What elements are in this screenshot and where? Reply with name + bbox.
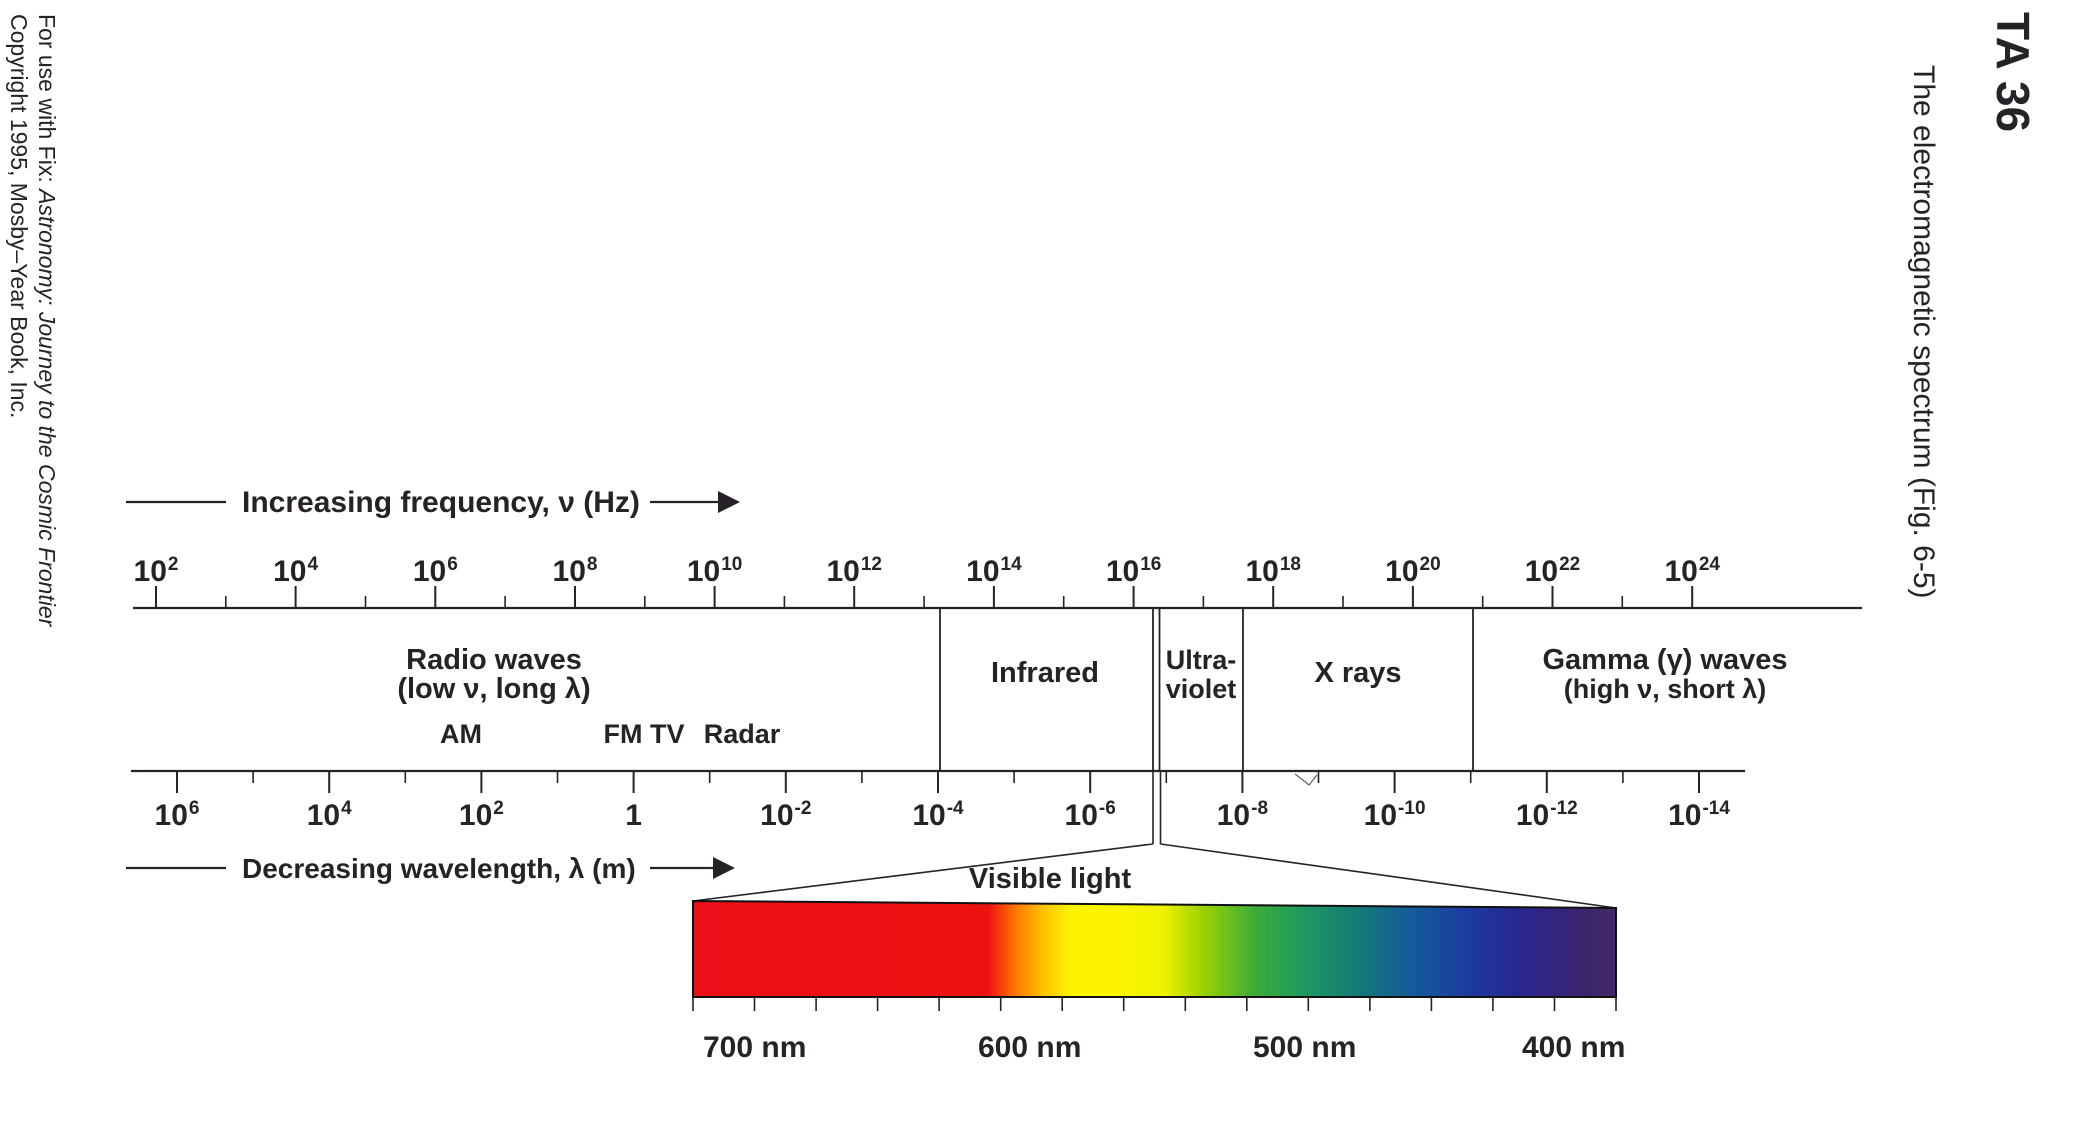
svg-text:1: 1	[625, 799, 642, 832]
svg-text:1016: 1016	[1106, 554, 1162, 588]
svg-text:FM TV: FM TV	[604, 719, 685, 749]
svg-text:Decreasing wavelength, λ (m): Decreasing wavelength, λ (m)	[242, 853, 636, 884]
svg-text:Radio waves: Radio waves	[406, 644, 582, 676]
svg-text:102: 102	[459, 798, 504, 832]
svg-text:1020: 1020	[1385, 554, 1441, 588]
svg-text:1022: 1022	[1525, 554, 1581, 588]
svg-text:106: 106	[155, 798, 200, 832]
svg-text:1024: 1024	[1664, 554, 1720, 588]
svg-text:Visible light: Visible light	[969, 863, 1132, 895]
svg-text:10-14: 10-14	[1668, 798, 1730, 832]
svg-text:400 nm: 400 nm	[1522, 1031, 1625, 1064]
svg-text:Radar: Radar	[704, 719, 781, 749]
svg-text:Increasing frequency, ν (Hz): Increasing frequency, ν (Hz)	[242, 486, 640, 519]
svg-text:10-2: 10-2	[760, 798, 811, 832]
svg-text:Gamma (γ) waves: Gamma (γ) waves	[1542, 644, 1787, 676]
svg-text:1012: 1012	[826, 554, 882, 588]
svg-text:10-6: 10-6	[1065, 798, 1116, 832]
svg-text:104: 104	[273, 554, 318, 588]
svg-text:Infrared: Infrared	[991, 657, 1099, 689]
svg-text:500 nm: 500 nm	[1253, 1031, 1356, 1064]
svg-text:X rays: X rays	[1314, 657, 1401, 689]
svg-text:108: 108	[553, 554, 598, 588]
svg-text:(high ν, short λ): (high ν, short λ)	[1564, 674, 1767, 704]
svg-text:102: 102	[134, 554, 179, 588]
svg-text:10-12: 10-12	[1516, 798, 1578, 832]
svg-text:1010: 1010	[687, 554, 743, 588]
svg-text:1018: 1018	[1245, 554, 1301, 588]
svg-text:1014: 1014	[966, 554, 1022, 588]
svg-text:(low ν, long λ): (low ν, long λ)	[397, 673, 590, 705]
svg-text:AM: AM	[440, 719, 482, 749]
svg-text:600 nm: 600 nm	[978, 1031, 1081, 1064]
svg-text:10-8: 10-8	[1217, 798, 1268, 832]
svg-text:700 nm: 700 nm	[703, 1031, 806, 1064]
svg-text:10-4: 10-4	[912, 798, 964, 832]
svg-text:Ultra-: Ultra-	[1166, 645, 1237, 675]
svg-text:106: 106	[413, 554, 458, 588]
svg-text:104: 104	[307, 798, 352, 832]
svg-text:10-10: 10-10	[1364, 798, 1426, 832]
svg-text:violet: violet	[1166, 674, 1237, 704]
